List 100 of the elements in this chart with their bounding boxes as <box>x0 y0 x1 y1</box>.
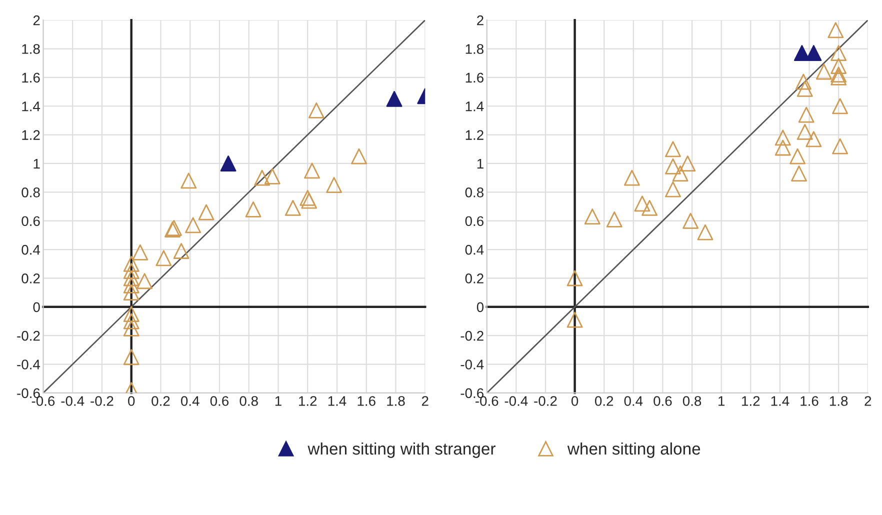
x-tick-label: 1.6 <box>800 396 818 406</box>
point <box>795 74 812 90</box>
y-tick-label: -0.4 <box>460 360 484 370</box>
y-tick-label: 0.6 <box>22 216 40 226</box>
point <box>697 224 714 240</box>
y-tick-label: 0.8 <box>465 188 484 198</box>
point <box>791 166 807 182</box>
point <box>185 217 202 234</box>
point <box>123 320 140 336</box>
x-tick-label: -0.2 <box>90 396 114 406</box>
point <box>254 170 270 186</box>
x-tick-label: 0.4 <box>624 396 643 406</box>
x-tick-label: 1.8 <box>387 396 405 406</box>
x-tick-label: 0.4 <box>180 396 200 406</box>
point <box>173 242 190 259</box>
x-tick-label: 0.6 <box>210 396 229 406</box>
x-tick-label: 1.4 <box>771 396 790 406</box>
x-tick-label: 0.8 <box>682 396 702 406</box>
x-tick-label: 1.8 <box>830 396 848 406</box>
point <box>828 22 844 38</box>
point <box>123 306 140 322</box>
point <box>794 45 810 62</box>
point <box>220 156 236 172</box>
y-tick-label: 0.4 <box>465 244 484 255</box>
y-tick-label: 0.2 <box>465 274 484 284</box>
point <box>245 201 262 218</box>
point <box>830 45 847 62</box>
point <box>680 156 696 172</box>
x-tick-label: 1.6 <box>358 396 376 406</box>
y-tick-label: 0 <box>33 302 40 312</box>
x-tick-label: 1.2 <box>742 396 760 406</box>
x-tick-label: -0.4 <box>61 396 84 406</box>
y-tick-label: -0.6 <box>17 388 40 398</box>
y-tick-label: 1.4 <box>466 102 484 112</box>
point <box>682 212 699 229</box>
y-tick-label: 0.6 <box>465 216 484 226</box>
point <box>123 256 140 272</box>
point <box>634 196 650 212</box>
x-tick-label: -0.2 <box>534 396 557 406</box>
x-tick-label: 1.4 <box>328 396 346 406</box>
x-tick-label: 0.8 <box>240 396 258 406</box>
y-tick-label: 1.6 <box>22 72 40 83</box>
point <box>806 131 822 148</box>
x-tick-label: -0.4 <box>504 396 528 406</box>
point <box>790 148 806 164</box>
point <box>264 168 280 184</box>
point <box>308 102 324 118</box>
y-tick-label: 2 <box>477 15 484 26</box>
point <box>132 244 148 260</box>
point <box>123 270 140 286</box>
point <box>386 90 402 107</box>
point <box>284 200 301 216</box>
y-tick-label: -0.4 <box>17 360 40 370</box>
x-tick-label: 0.2 <box>594 396 614 406</box>
y-tick-label: 1.4 <box>22 102 40 112</box>
x-tick-label: 0.6 <box>654 396 672 406</box>
y-tick-label: 2 <box>33 15 40 26</box>
y-tick-label: 1.8 <box>22 44 40 54</box>
point <box>774 140 791 156</box>
point <box>198 204 214 220</box>
point <box>123 284 140 301</box>
point <box>796 80 813 97</box>
point <box>665 158 681 174</box>
y-tick-label: 1.8 <box>466 44 484 54</box>
point <box>830 58 847 74</box>
point <box>584 208 600 225</box>
point <box>832 138 848 154</box>
y-tick-label: -0.6 <box>460 388 484 398</box>
y-tick-label: 1.2 <box>466 130 484 140</box>
point <box>123 277 140 294</box>
y-tick-label: 1.2 <box>22 130 40 140</box>
y-tick-label: 0.8 <box>22 188 40 198</box>
y-tick-label: 0.2 <box>22 274 40 284</box>
point <box>774 130 791 146</box>
legend-label: when sitting alone <box>567 442 700 458</box>
x-tick-label: 0 <box>571 396 578 406</box>
point <box>326 177 342 193</box>
point <box>123 263 140 280</box>
y-tick-label: 0.4 <box>22 244 40 255</box>
point <box>606 211 622 228</box>
point <box>806 45 822 62</box>
point <box>672 166 688 182</box>
x-tick-label: 1 <box>718 396 725 406</box>
point <box>180 172 197 189</box>
y-tick-label: 1 <box>34 158 40 169</box>
point <box>665 181 681 198</box>
y-tick-label: -0.2 <box>17 330 40 341</box>
point <box>665 141 681 158</box>
x-tick-label: 1.2 <box>299 396 317 406</box>
point <box>136 273 153 290</box>
point <box>816 64 832 80</box>
point <box>798 106 814 123</box>
point <box>351 148 368 164</box>
x-tick-label: 2 <box>864 396 872 406</box>
point <box>301 192 318 209</box>
point <box>123 349 140 366</box>
point <box>796 124 813 140</box>
point <box>566 312 583 328</box>
point <box>832 98 848 114</box>
x-tick-label: 0.2 <box>152 396 170 406</box>
